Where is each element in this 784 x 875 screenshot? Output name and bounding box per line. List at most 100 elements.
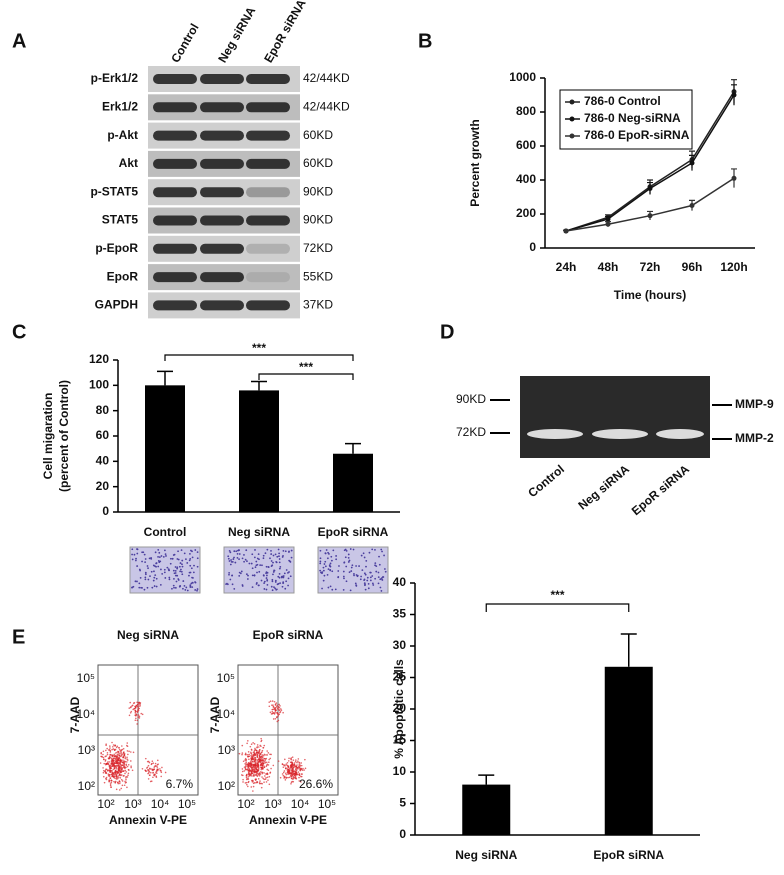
cell-event xyxy=(287,770,290,773)
cell-event xyxy=(284,779,287,781)
cell-dot xyxy=(196,551,199,554)
cell-event xyxy=(291,762,294,765)
cell-event xyxy=(263,757,265,760)
cell-event xyxy=(255,771,258,773)
cell-dot xyxy=(262,557,265,560)
cell-event xyxy=(113,765,116,768)
blot-band xyxy=(153,215,197,226)
cell-event xyxy=(105,778,108,781)
cell-event xyxy=(261,751,263,753)
cell-event xyxy=(269,757,272,760)
cell-dot xyxy=(179,570,182,573)
cell-event xyxy=(274,709,277,712)
cell-dot xyxy=(183,552,186,555)
cell-event xyxy=(291,768,294,771)
bar xyxy=(462,784,511,835)
cell-dot xyxy=(359,578,362,581)
cell-event xyxy=(127,768,130,771)
cell-dot xyxy=(135,557,137,560)
cell-dot xyxy=(331,570,334,573)
cell-event xyxy=(115,746,118,749)
protein-label: Akt xyxy=(119,156,138,170)
cell-dot xyxy=(265,588,268,591)
cell-event xyxy=(138,701,141,704)
cell-event xyxy=(117,767,120,770)
y-tick-label: 40 xyxy=(96,454,110,468)
cell-dot xyxy=(250,562,253,565)
cell-event xyxy=(109,753,111,756)
cell-event xyxy=(105,772,108,775)
cell-dot xyxy=(272,554,275,557)
error-bar xyxy=(620,633,637,667)
cell-dot xyxy=(189,564,192,567)
cell-event xyxy=(119,761,122,764)
cell-dot xyxy=(229,563,232,566)
cell-event xyxy=(280,709,283,711)
cell-event xyxy=(267,752,270,754)
cell-event xyxy=(288,757,290,760)
cell-dot xyxy=(365,560,368,562)
cell-event xyxy=(243,766,246,768)
cell-event xyxy=(247,778,249,780)
cell-dot xyxy=(352,548,355,551)
cell-event xyxy=(120,774,123,776)
cell-dot xyxy=(347,561,350,563)
cell-dot xyxy=(288,551,290,553)
cell-event xyxy=(149,768,151,770)
cell-event xyxy=(261,776,263,778)
cell-dot xyxy=(335,555,338,557)
cell-event xyxy=(257,764,260,767)
cell-event xyxy=(125,763,127,766)
cell-dot xyxy=(190,549,192,552)
blot-band xyxy=(153,243,197,254)
cell-dot xyxy=(196,565,199,568)
cell-event xyxy=(256,775,259,778)
error-bar xyxy=(251,380,267,391)
cell-event xyxy=(252,755,255,758)
cell-event xyxy=(148,761,151,764)
cell-event xyxy=(120,769,123,771)
cell-dot xyxy=(328,565,331,567)
cell-event xyxy=(124,756,127,758)
cell-dot xyxy=(191,586,194,589)
cell-event xyxy=(153,774,156,777)
data-point xyxy=(563,228,569,234)
cell-dot xyxy=(163,571,166,574)
lane-label: Neg siRNA xyxy=(215,4,258,65)
cell-dot xyxy=(283,572,286,575)
cell-dot xyxy=(380,548,383,551)
cell-dot xyxy=(172,584,175,587)
cell-event xyxy=(257,765,260,768)
cell-event xyxy=(244,753,247,756)
cell-event xyxy=(296,764,298,766)
cell-event xyxy=(283,770,286,772)
cell-event xyxy=(123,753,126,756)
cell-dot xyxy=(144,571,147,574)
cell-event xyxy=(295,769,297,772)
cell-dot xyxy=(364,584,366,587)
cell-event xyxy=(289,761,292,764)
cell-event xyxy=(112,758,114,761)
cell-event xyxy=(249,761,252,763)
cell-event xyxy=(297,760,299,762)
cell-dot xyxy=(169,557,172,560)
cell-dot xyxy=(253,556,256,559)
x-tick-label: 10² xyxy=(97,797,114,811)
cell-event xyxy=(269,711,272,714)
cell-event xyxy=(105,749,107,752)
cell-dot xyxy=(186,562,189,564)
cell-dot xyxy=(176,567,179,570)
cell-event xyxy=(253,771,256,774)
cell-event xyxy=(260,766,262,768)
cell-dot xyxy=(343,561,346,564)
cell-dot xyxy=(355,574,358,576)
cell-event xyxy=(124,780,126,783)
cell-dot xyxy=(164,577,167,579)
cell-dot xyxy=(345,565,348,568)
cell-dot xyxy=(369,576,372,579)
cell-event xyxy=(123,761,126,764)
cell-event xyxy=(128,750,130,753)
cell-dot xyxy=(196,589,198,592)
cell-event xyxy=(299,769,302,772)
cell-dot xyxy=(169,562,172,565)
